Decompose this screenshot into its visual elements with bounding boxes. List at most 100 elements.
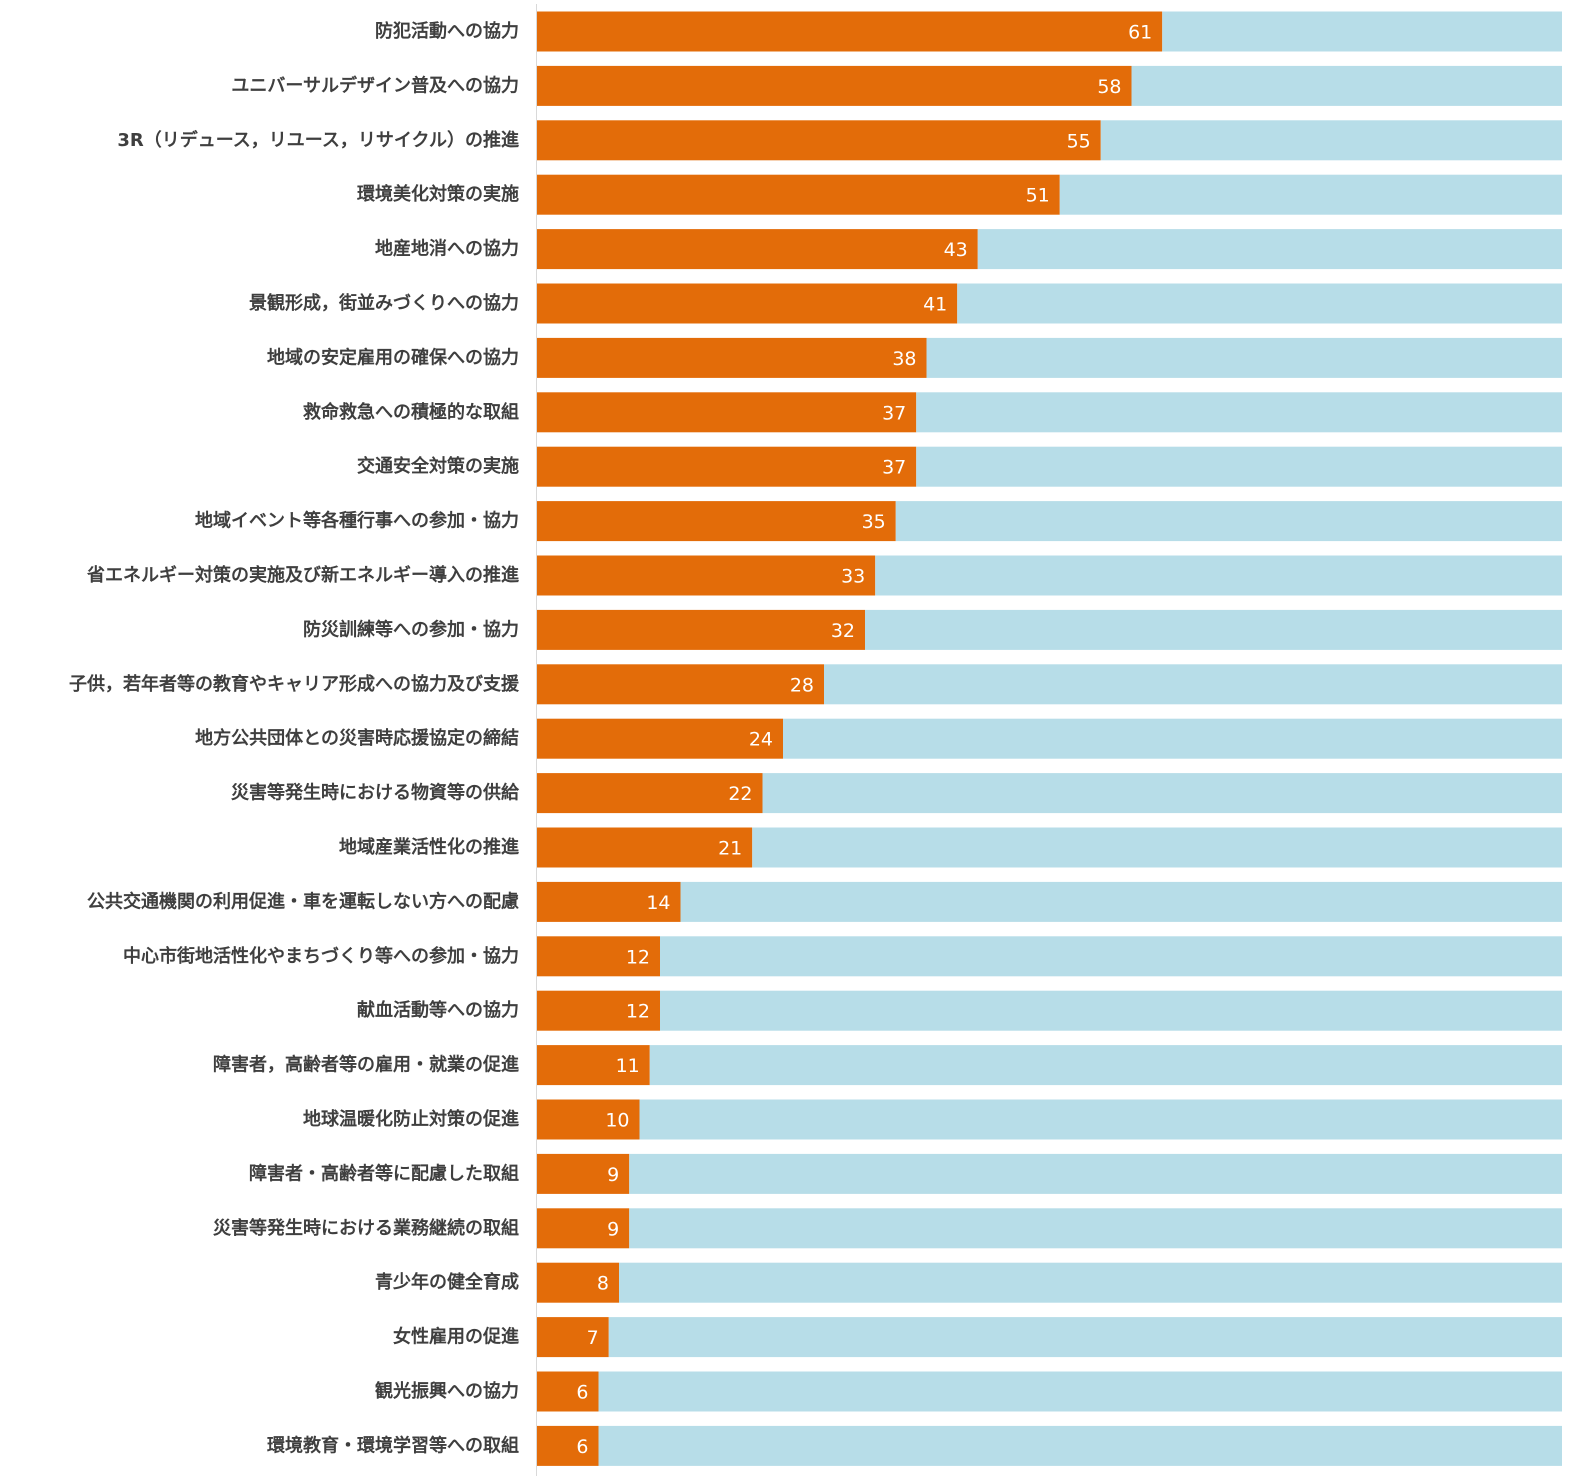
data-label-7: 38 bbox=[892, 348, 916, 370]
bar-remainder-25 bbox=[608, 1317, 1562, 1358]
bar-value-10 bbox=[537, 501, 896, 542]
bar-value-12 bbox=[537, 609, 865, 650]
bar-remainder-21 bbox=[639, 1099, 1562, 1140]
data-label-27: 6 bbox=[576, 1436, 588, 1458]
data-label-22: 9 bbox=[607, 1164, 619, 1186]
bar-remainder-17 bbox=[680, 881, 1562, 922]
bar-remainder-5 bbox=[977, 229, 1562, 270]
data-label-3: 55 bbox=[1067, 130, 1091, 152]
bar-value-3 bbox=[537, 120, 1101, 161]
bar-value-9 bbox=[537, 446, 917, 487]
bar-value-4 bbox=[537, 174, 1060, 215]
category-label-19: 献血活動等への協力 bbox=[357, 999, 519, 1021]
bar-series-group bbox=[537, 11, 1562, 1466]
bar-value-23 bbox=[537, 1208, 630, 1249]
category-label-24: 青少年の健全育成 bbox=[375, 1271, 519, 1293]
bar-value-14 bbox=[537, 718, 783, 759]
category-label-2: ユニバーサルデザイン普及への協力 bbox=[231, 74, 519, 96]
data-label-15: 22 bbox=[728, 783, 752, 805]
bar-value-11 bbox=[537, 555, 876, 596]
category-label-10: 地域イベント等各種行事への参加・協力 bbox=[195, 510, 519, 532]
data-label-26: 6 bbox=[576, 1382, 588, 1404]
category-label-27: 環境教育・環境学習等への取組 bbox=[267, 1434, 519, 1456]
category-label-6: 景観形成，街並みづくりへの協力 bbox=[249, 292, 519, 314]
bar-remainder-24 bbox=[619, 1262, 1562, 1303]
data-label-17: 14 bbox=[646, 892, 670, 914]
bar-remainder-18 bbox=[660, 936, 1562, 977]
bar-remainder-9 bbox=[916, 446, 1562, 487]
data-label-11: 33 bbox=[841, 566, 865, 588]
data-label-25: 7 bbox=[587, 1327, 599, 1349]
category-label-8: 救命救急への積極的な取組 bbox=[303, 401, 519, 423]
bar-remainder-11 bbox=[875, 555, 1562, 596]
data-label-21: 10 bbox=[605, 1110, 629, 1132]
data-label-6: 41 bbox=[923, 294, 947, 316]
data-label-14: 24 bbox=[749, 729, 773, 751]
bar-remainder-19 bbox=[660, 990, 1562, 1031]
bar-value-21 bbox=[537, 1099, 640, 1140]
bar-value-17 bbox=[537, 881, 681, 922]
bar-value-8 bbox=[537, 392, 917, 433]
bar-value-26 bbox=[537, 1371, 599, 1412]
data-label-18: 12 bbox=[626, 946, 650, 968]
bar-remainder-2 bbox=[1131, 65, 1562, 106]
category-label-25: 女性雇用の促進 bbox=[393, 1326, 519, 1348]
bar-remainder-22 bbox=[629, 1153, 1562, 1194]
bar-remainder-20 bbox=[649, 1045, 1562, 1086]
data-label-12: 32 bbox=[831, 620, 855, 642]
category-label-15: 災害等発生時における物資等の供給 bbox=[231, 782, 520, 804]
bar-value-22 bbox=[537, 1153, 630, 1194]
bar-remainder-15 bbox=[762, 773, 1562, 814]
bar-remainder-4 bbox=[1059, 174, 1562, 215]
bar-value-6 bbox=[537, 283, 958, 324]
data-label-16: 21 bbox=[718, 838, 742, 860]
data-label-9: 37 bbox=[882, 457, 906, 479]
category-label-17: 公共交通機関の利用促進・車を運転しない方への配慮 bbox=[87, 890, 519, 912]
bar-value-7 bbox=[537, 337, 927, 378]
category-label-23: 災害等発生時における業務継続の取組 bbox=[213, 1217, 519, 1239]
data-label-20: 11 bbox=[616, 1055, 640, 1077]
category-label-5: 地産地消への協力 bbox=[375, 238, 519, 260]
data-label-2: 58 bbox=[1097, 76, 1121, 98]
bar-remainder-26 bbox=[598, 1371, 1562, 1412]
bar-value-2 bbox=[537, 65, 1132, 106]
bar-value-13 bbox=[537, 664, 824, 705]
bar-value-20 bbox=[537, 1045, 650, 1086]
category-label-11: 省エネルギー対策の実施及び新エネルギー導入の推進 bbox=[86, 564, 519, 586]
data-label-8: 37 bbox=[882, 402, 906, 424]
bar-value-25 bbox=[537, 1317, 609, 1358]
bar-remainder-7 bbox=[926, 337, 1562, 378]
category-label-14: 地方公共団体との災害時応援協定の締結 bbox=[195, 727, 519, 749]
category-label-7: 地域の安定雇用の確保への協力 bbox=[267, 346, 519, 368]
category-label-21: 地球温暖化防止対策の促進 bbox=[303, 1108, 519, 1130]
category-label-4: 環境美化対策の実施 bbox=[357, 183, 519, 205]
category-label-13: 子供，若年者等の教育やキャリア形成への協力及び支援 bbox=[69, 673, 520, 695]
bar-remainder-6 bbox=[957, 283, 1562, 324]
data-label-5: 43 bbox=[944, 239, 968, 261]
category-label-26: 観光振興への協力 bbox=[375, 1380, 519, 1402]
bar-remainder-23 bbox=[629, 1208, 1562, 1249]
category-label-12: 防災訓練等への参加・協力 bbox=[303, 618, 519, 640]
bar-remainder-13 bbox=[824, 664, 1562, 705]
data-label-1: 61 bbox=[1128, 22, 1152, 44]
bar-value-16 bbox=[537, 827, 753, 868]
data-label-24: 8 bbox=[597, 1273, 609, 1295]
bar-value-15 bbox=[537, 773, 763, 814]
data-label-10: 35 bbox=[862, 511, 886, 533]
bar-value-5 bbox=[537, 229, 978, 270]
bar-remainder-16 bbox=[752, 827, 1562, 868]
data-label-23: 9 bbox=[607, 1218, 619, 1240]
bar-remainder-8 bbox=[916, 392, 1562, 433]
bar-value-1 bbox=[537, 11, 1163, 52]
category-label-18: 中心市街地活性化やまちづくり等への参加・協力 bbox=[123, 945, 519, 967]
bar-remainder-14 bbox=[783, 718, 1562, 759]
bar-remainder-1 bbox=[1162, 11, 1562, 52]
bar-remainder-3 bbox=[1100, 120, 1562, 161]
bar-value-24 bbox=[537, 1262, 619, 1303]
category-label-3: 3R（リデュース，リユース，リサイクル）の推進 bbox=[117, 129, 519, 151]
category-label-22: 障害者・高齢者等に配慮した取組 bbox=[249, 1162, 519, 1184]
bar-value-19 bbox=[537, 990, 660, 1031]
bar-remainder-27 bbox=[598, 1425, 1562, 1466]
